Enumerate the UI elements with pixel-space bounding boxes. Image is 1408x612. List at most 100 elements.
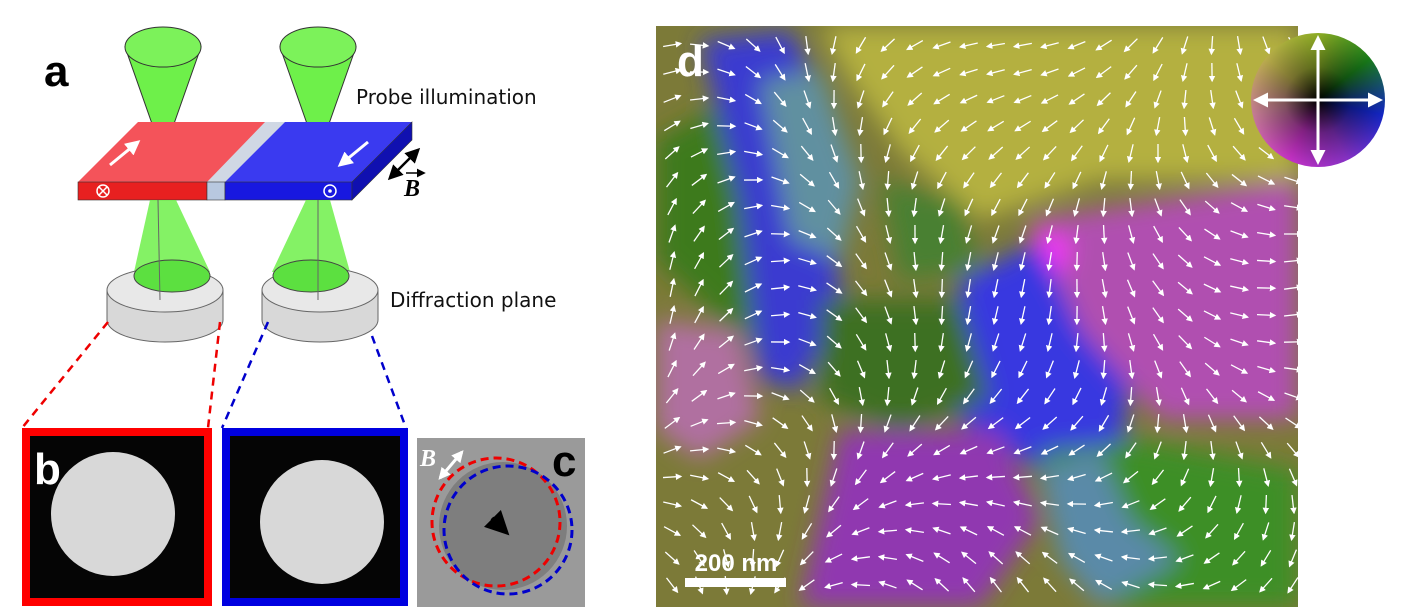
field-arrow [986,526,1005,536]
field-arrow [663,445,682,454]
field-arrow [985,499,1005,507]
field-arrow [912,251,919,272]
field-arrow [1018,360,1028,379]
field-arrow [1257,391,1276,401]
field-arrow [1153,441,1162,460]
field-arrow [830,36,837,56]
field-arrow [804,63,811,83]
field-arrow [1154,117,1161,137]
field-arrow [878,580,897,589]
field-arrow [663,526,682,536]
field-arrow [719,307,734,322]
field-arrow [716,419,737,426]
probe-label: Probe illumination [356,85,537,109]
field-arrow [827,199,841,215]
field-arrow [1099,144,1109,163]
field-arrow [1067,526,1086,535]
field-arrow [1099,387,1108,406]
field-arrow [905,553,924,562]
field-arrow [1178,226,1193,242]
field-arrow [777,494,784,515]
field-arrow [912,278,919,299]
field-arrow [803,441,812,460]
field-arrow [1231,173,1248,187]
field-arrow [1181,116,1189,137]
field-arrow [855,307,868,324]
field-arrow [798,311,817,320]
field-arrow [722,549,731,568]
field-arrow [690,474,710,481]
field-arrow [1068,552,1086,564]
field-arrow [689,446,710,453]
field-arrow [905,472,924,482]
field-arrow [1096,92,1111,107]
field-arrow [669,251,677,270]
field-arrow [1290,494,1297,515]
field-arrow [798,230,817,239]
field-arrow [773,91,787,107]
field-arrow [824,581,843,590]
field-arrow [1068,93,1085,105]
field-arrow [1042,146,1057,161]
field-arrow [991,198,1001,217]
field-arrow [744,444,762,456]
field-arrow [1094,472,1113,482]
field-arrow [1040,94,1059,104]
field-arrow [693,225,705,242]
field-arrow [744,420,763,428]
field-arrow [799,173,815,187]
field-arrow [1231,389,1247,403]
field-arrow [831,414,839,433]
field-arrow [937,198,946,217]
field-arrow [1154,198,1163,217]
field-arrow [1098,414,1110,432]
field-arrow [1175,554,1194,563]
field-arrow [1236,63,1244,83]
field-arrow [935,145,949,162]
field-arrow [770,284,791,291]
field-arrow [1096,443,1112,458]
field-arrow [1289,522,1296,542]
field-arrow [799,389,815,403]
field-arrow [1257,365,1276,374]
field-arrow [1101,252,1108,272]
field-arrow [986,95,1005,104]
field-arrow [1208,117,1217,136]
field-arrow [1233,415,1246,432]
field-arrow [1208,468,1215,488]
field-arrow [908,118,922,135]
field-arrow [745,38,761,52]
field-arrow [718,253,734,268]
field-arrow [1045,360,1054,379]
field-arrow [1093,527,1114,534]
field-arrow [1256,311,1277,319]
field-arrow [829,387,840,406]
field-arrow [1181,89,1188,110]
field-arrow [717,40,736,50]
field-arrow [1257,231,1277,238]
field-arrow [884,306,893,325]
field-arrow [856,90,865,109]
field-arrow [1014,417,1031,430]
field-arrow [959,526,978,536]
field-arrow [959,68,978,77]
field-arrow [1126,414,1135,433]
field-arrow [958,42,978,50]
field-arrow [1288,468,1298,487]
field-arrow [1257,175,1276,185]
field-arrow [717,447,737,454]
field-arrow [938,251,945,272]
field-arrow [1263,468,1271,487]
field-arrow [885,333,893,352]
field-arrow [934,578,950,592]
field-arrow [1148,527,1167,536]
field-arrow [856,63,866,82]
field-arrow [1182,144,1190,163]
field-arrow [986,69,1005,77]
field-arrow [1204,200,1220,214]
field-arrow [1207,495,1217,514]
field-arrow [694,305,704,324]
field-arrow [1016,388,1030,405]
field-arrow [882,91,894,108]
field-arrow [1043,577,1057,593]
